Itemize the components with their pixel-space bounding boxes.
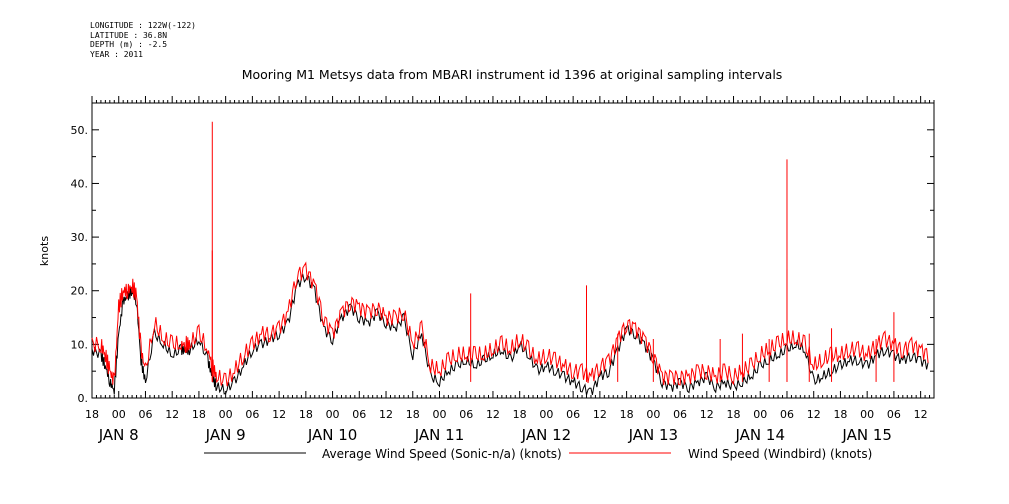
x-hour-label: 12: [593, 408, 607, 421]
x-hour-label: 00: [539, 408, 553, 421]
x-hour-label: 06: [887, 408, 901, 421]
legend-label-windbird: Wind Speed (Windbird) (knots): [688, 447, 872, 461]
x-hour-label: 06: [138, 408, 152, 421]
x-hour-label: 00: [646, 408, 660, 421]
x-hour-label: 00: [432, 408, 446, 421]
y-tick-label: 30.: [71, 231, 89, 244]
year-label: YEAR : 2011: [90, 49, 143, 59]
x-hour-label: 06: [352, 408, 366, 421]
longitude-label: LONGITUDE : 122W(-122): [90, 21, 196, 30]
x-hour-label: 12: [272, 408, 286, 421]
axis-ticks: 0. 10. 20. 30. 40. 50. 18 00 06 12 18 00 06 12 18 00 06 1…: [71, 96, 935, 444]
x-hour-label: 12: [807, 408, 821, 421]
x-day-label: JAN 8: [98, 426, 139, 444]
x-hour-label: 00: [326, 408, 340, 421]
x-hour-label: 18: [833, 408, 847, 421]
x-hour-label: 00: [753, 408, 767, 421]
x-day-label: JAN 14: [735, 426, 786, 444]
x-hour-label: 18: [406, 408, 420, 421]
latitude-label: LATITUDE : 36.8N: [90, 30, 168, 40]
legend: Average Wind Speed (Sonic-n/a) (knots) W…: [204, 447, 872, 461]
x-day-label: JAN 13: [628, 426, 679, 444]
x-day-label: JAN 11: [414, 426, 465, 444]
y-tick-label: 50.: [71, 124, 89, 137]
x-hour-label: 12: [379, 408, 393, 421]
x-hour-label: 06: [566, 408, 580, 421]
metadata-block: LONGITUDE : 122W(-122) LATITUDE : 36.8N …: [90, 21, 196, 59]
x-hour-label: 18: [192, 408, 206, 421]
y-tick-label: 0.: [78, 392, 89, 405]
x-hour-label: 18: [85, 408, 99, 421]
x-hour-label: 12: [914, 408, 928, 421]
x-hour-label: 00: [112, 408, 126, 421]
x-hour-label: 06: [245, 408, 259, 421]
y-tick-label: 20.: [71, 285, 89, 298]
x-day-label: JAN 9: [205, 426, 246, 444]
x-hour-label: 00: [219, 408, 233, 421]
x-hour-label: 00: [860, 408, 874, 421]
y-axis-label: knots: [38, 236, 51, 266]
chart-title: Mooring M1 Metsys data from MBARI instru…: [242, 67, 783, 82]
series-line-sonic: [91, 273, 929, 396]
x-hour-label: 12: [165, 408, 179, 421]
legend-label-sonic: Average Wind Speed (Sonic-n/a) (knots): [322, 447, 562, 461]
x-hour-label: 06: [459, 408, 473, 421]
depth-label: DEPTH (m) : -2.5: [90, 40, 168, 49]
series-layer: [91, 121, 929, 396]
x-hour-label: 18: [727, 408, 741, 421]
x-day-label: JAN 15: [841, 426, 892, 444]
plot-frame: [91, 102, 935, 399]
y-tick-label: 10.: [71, 338, 89, 351]
x-hour-label: 18: [620, 408, 634, 421]
x-hour-label: 18: [299, 408, 313, 421]
x-day-label: JAN 12: [521, 426, 572, 444]
x-hour-label: 18: [513, 408, 527, 421]
x-hour-label: 12: [700, 408, 714, 421]
x-hour-label: 12: [486, 408, 500, 421]
y-tick-label: 40.: [71, 177, 89, 190]
series-line-windbird: [91, 261, 929, 387]
x-day-label: JAN 10: [307, 426, 358, 444]
x-hour-label: 06: [780, 408, 794, 421]
x-hour-label: 06: [673, 408, 687, 421]
